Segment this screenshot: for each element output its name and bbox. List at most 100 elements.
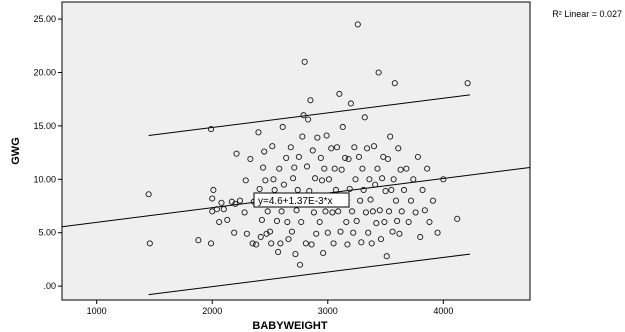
data-point — [241, 209, 248, 216]
data-point — [310, 209, 317, 216]
y-tick-label: 15.00 — [33, 121, 56, 131]
r2-label: R² Linear = 0.027 — [552, 9, 622, 19]
data-point — [285, 236, 292, 243]
data-point — [377, 236, 384, 243]
data-point — [384, 155, 391, 163]
data-point — [216, 218, 223, 226]
data-point — [375, 69, 382, 76]
data-point — [279, 123, 286, 131]
data-point — [323, 132, 330, 139]
data-point — [382, 188, 389, 195]
y-tick-label: .00 — [43, 281, 56, 291]
data-point — [358, 239, 365, 246]
data-point — [328, 145, 335, 152]
data-point — [277, 240, 284, 247]
data-point — [224, 216, 231, 223]
data-point — [412, 209, 419, 216]
data-point — [424, 165, 431, 172]
data-point — [208, 126, 215, 133]
data-point — [362, 209, 369, 216]
y-tick-label: 20.00 — [33, 67, 56, 77]
data-point — [284, 218, 291, 226]
data-point — [464, 80, 471, 87]
data-point — [395, 145, 402, 152]
data-point — [296, 261, 304, 268]
data-point — [339, 123, 346, 131]
data-point — [287, 144, 294, 151]
data-point — [454, 215, 461, 222]
data-point — [344, 241, 351, 248]
fit-equation-box: y=4.6+1.37E-3*x — [253, 192, 350, 208]
data-point — [372, 181, 379, 188]
data-point — [318, 177, 326, 184]
data-point — [419, 186, 426, 194]
data-point — [305, 116, 312, 123]
data-point — [400, 186, 408, 194]
data-point — [290, 175, 297, 182]
data-point — [322, 208, 329, 215]
data-point — [266, 228, 274, 235]
data-point — [353, 217, 360, 225]
data-point — [280, 181, 287, 188]
data-point — [350, 229, 357, 236]
data-point — [257, 233, 264, 241]
x-tick-label: 1000 — [87, 306, 107, 316]
data-point — [351, 144, 358, 151]
data-point — [264, 208, 271, 215]
data-point — [316, 218, 323, 226]
data-point — [220, 206, 227, 213]
y-tick-label: 25.00 — [33, 14, 56, 24]
data-point — [440, 176, 447, 183]
data-point — [247, 155, 254, 163]
data-point — [210, 186, 217, 194]
data-point — [307, 97, 314, 104]
data-point — [275, 248, 282, 255]
data-point — [366, 176, 373, 183]
data-point — [385, 208, 393, 215]
fit-equation-label: y=4.6+1.37E-3*x — [258, 196, 333, 207]
data-point — [396, 230, 403, 237]
data-point — [291, 164, 298, 171]
data-point — [336, 90, 343, 97]
data-point — [243, 230, 250, 237]
data-point — [365, 229, 372, 236]
data-point — [414, 153, 421, 160]
plot-area — [61, 1, 531, 301]
data-point — [324, 229, 331, 236]
data-point — [255, 129, 262, 136]
data-point — [231, 229, 238, 236]
data-point — [379, 175, 386, 182]
data-point — [312, 175, 319, 182]
data-point — [397, 166, 404, 173]
data-point — [256, 185, 263, 192]
data-point — [333, 144, 341, 151]
data-point — [388, 186, 395, 194]
data-point — [273, 217, 280, 225]
data-point — [394, 217, 401, 225]
data-point — [354, 21, 361, 28]
upper-interval-line — [148, 94, 470, 137]
data-point — [368, 240, 375, 247]
data-point — [232, 200, 239, 207]
data-point — [373, 220, 380, 227]
data-point — [352, 176, 359, 183]
data-point — [145, 191, 152, 198]
data-point — [258, 216, 265, 223]
data-point — [301, 58, 308, 65]
data-point — [288, 228, 296, 235]
data-point — [278, 208, 285, 215]
data-point — [421, 207, 428, 214]
data-point — [300, 112, 307, 119]
data-point — [369, 208, 376, 215]
data-point — [276, 165, 283, 172]
x-tick-label: 2000 — [202, 306, 222, 316]
data-point — [261, 148, 268, 155]
data-point — [417, 233, 424, 241]
data-point — [390, 176, 397, 183]
data-point — [407, 197, 415, 204]
data-point — [233, 150, 240, 157]
data-point — [299, 133, 306, 140]
data-point — [398, 208, 405, 215]
data-point — [314, 134, 321, 141]
